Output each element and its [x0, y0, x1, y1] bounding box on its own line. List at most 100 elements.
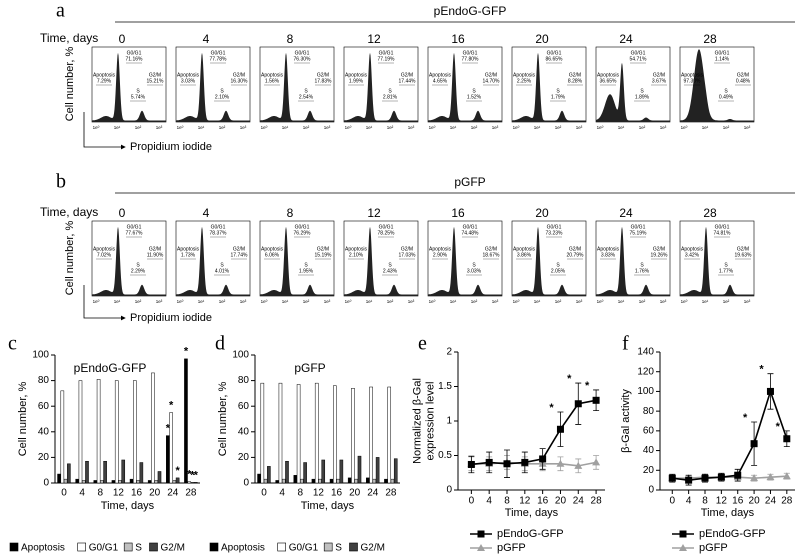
point: [717, 473, 725, 481]
y-axis-label: Cell number, %: [17, 381, 29, 456]
gate-value: 15.21%: [147, 78, 165, 84]
x-tick-label: 20: [149, 488, 161, 499]
gate-value: 17.03%: [399, 252, 417, 258]
gate-label: G0/G1: [547, 224, 562, 230]
day-label: 28: [703, 32, 717, 46]
gate-label: S: [640, 262, 644, 268]
gate-value: 76.30%: [294, 56, 312, 62]
legend-swatch: [9, 542, 19, 552]
y-tick-label: 20: [38, 452, 50, 463]
y-tick-label: 80: [643, 406, 655, 417]
x-tick-label: 28: [591, 496, 603, 507]
legend-marker: [679, 544, 687, 551]
gate-value: 86.65%: [546, 56, 564, 62]
legend-label: G0/G1: [289, 543, 319, 554]
x-tick-label: 1e⁰: [429, 299, 436, 304]
gate-value: 1.73%: [181, 252, 196, 258]
point: [766, 473, 775, 481]
x-axis-label: Time, days: [701, 507, 755, 519]
time-label: Time, days: [40, 31, 98, 45]
significance-mark: *: [759, 364, 764, 376]
x-tick-label: 1e³: [324, 299, 331, 304]
gate-label: Apoptosis: [429, 72, 451, 78]
significance-mark: *: [567, 373, 572, 385]
gate-value: 2.10%: [349, 252, 364, 258]
y-tick-label: 2: [446, 347, 452, 358]
x-tick-label: 1e³: [744, 299, 751, 304]
x-tick-label: 1e²: [303, 125, 310, 130]
x-tick-label: 1e²: [135, 299, 142, 304]
point: [485, 458, 493, 466]
x-axis-label: Time, days: [101, 500, 155, 512]
x-tick-label: 1e⁰: [513, 299, 520, 304]
legend-label: G0/G1: [89, 543, 119, 554]
gate-value: 19.63%: [735, 252, 753, 258]
day-label: 0: [119, 206, 126, 220]
gate-label: G0/G1: [715, 50, 730, 56]
y-tick-label: 40: [643, 445, 655, 456]
y-axis-label: Cell number, %: [64, 46, 76, 121]
legend-swatch: [277, 542, 287, 552]
gate-value: 11.90%: [147, 252, 164, 258]
gate-value: 6.06%: [265, 252, 280, 258]
bar: [193, 482, 198, 484]
x-tick-label: 1e¹: [450, 125, 457, 130]
bar: [369, 386, 373, 484]
legend-swatch: [149, 542, 158, 552]
x-tick-label: 1e²: [639, 299, 646, 304]
legend-label: S: [335, 543, 342, 554]
bar: [139, 462, 144, 484]
significance-mark: *: [175, 465, 180, 477]
x-tick-label: 1e²: [387, 299, 394, 304]
y-tick-label: 80: [38, 375, 50, 386]
gate-value: 5.74%: [131, 94, 146, 100]
y-tick-label: 80: [238, 375, 250, 386]
x-tick-label: 1e¹: [114, 299, 121, 304]
chart-title: pGFP: [294, 361, 325, 375]
bar: [296, 384, 301, 484]
gate-label: S: [556, 88, 560, 94]
gate-value: 3.03%: [467, 268, 482, 274]
x-tick-label: 4: [486, 496, 492, 507]
bar: [257, 473, 261, 484]
point: [539, 455, 547, 463]
bar: [318, 478, 322, 484]
x-tick-label: 1e³: [156, 125, 163, 130]
gate-label: G2/M: [401, 72, 413, 78]
x-tick-label: 1e⁰: [261, 125, 268, 130]
gate-value: 8.28%: [568, 78, 583, 84]
x-tick-label: 1e³: [660, 125, 667, 130]
gate-value: 18.67%: [483, 252, 501, 258]
gate-label: G0/G1: [463, 224, 478, 230]
x-tick-label: 1e²: [723, 125, 730, 130]
bar: [118, 480, 122, 484]
bar: [103, 460, 107, 484]
x-tick-label: 1e¹: [618, 299, 625, 304]
gate-label: G0/G1: [127, 50, 142, 56]
y-tick-label: 40: [238, 426, 250, 437]
x-tick-label: 4: [279, 488, 285, 499]
bar: [281, 478, 286, 484]
point: [574, 400, 582, 408]
gate-value: 2.81%: [383, 94, 398, 100]
y-axis-label: Normalized β-Gal: [411, 378, 423, 464]
y-axis-label: Cell number, %: [217, 381, 229, 456]
bar: [390, 478, 395, 484]
gate-value: 15.19%: [315, 252, 333, 258]
gate-label: S: [640, 88, 644, 94]
x-tick-label: 12: [716, 496, 728, 507]
gate-value: 3.42%: [685, 252, 700, 258]
bar: [151, 372, 155, 484]
panel-letter: f: [622, 333, 629, 355]
bar: [166, 435, 170, 484]
x-tick-label: 1e⁰: [93, 125, 100, 130]
point: [766, 387, 774, 395]
legend-label: G2/M: [161, 543, 185, 554]
gate-value: 75.19%: [630, 230, 648, 236]
bar: [285, 460, 289, 484]
x-tick-label: 8: [702, 496, 708, 507]
bar: [347, 477, 352, 484]
significance-mark: *: [585, 380, 590, 392]
series-line: [471, 399, 597, 466]
y-tick-label: 140: [637, 347, 654, 358]
